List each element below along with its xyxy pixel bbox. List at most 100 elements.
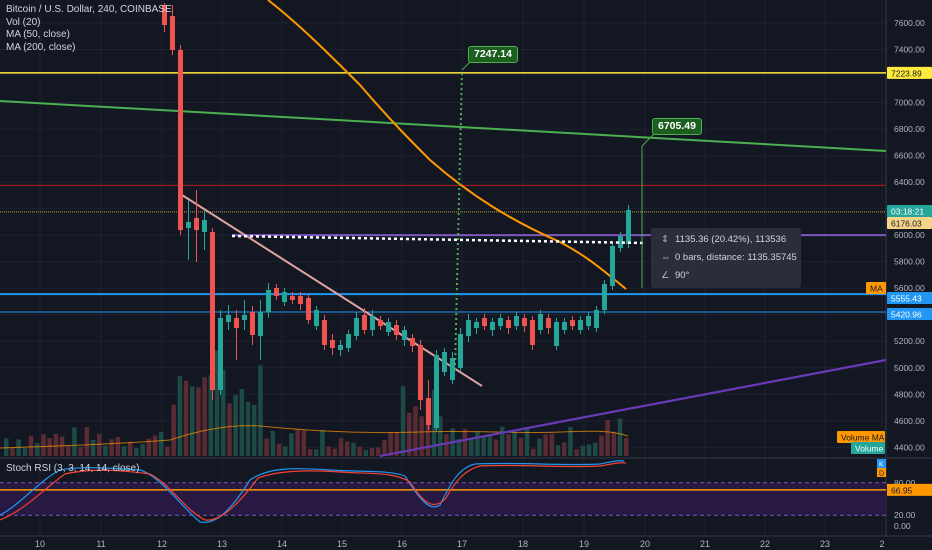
current-price-tag-bg xyxy=(887,217,932,229)
volume-bar xyxy=(90,439,96,456)
volume-bar xyxy=(276,443,282,456)
candle-body xyxy=(498,318,503,326)
candle-body xyxy=(610,246,615,286)
volume-bar xyxy=(28,435,34,456)
high-price-callout: 7247.14 xyxy=(468,46,518,63)
volume-bar xyxy=(568,426,573,456)
stoch-rsi-label[interactable]: Stoch RSI (3, 3, 14, 14, close) xyxy=(6,463,140,474)
volume-tag: Volume xyxy=(855,444,884,454)
stoch-d-line xyxy=(0,462,627,521)
candle-body xyxy=(290,296,295,300)
measure-bars: 0 bars, distance: 1135.35745 xyxy=(675,252,797,263)
volume-bar xyxy=(487,434,493,456)
volume-bar xyxy=(171,404,176,456)
countdown-tag-bg xyxy=(887,205,932,217)
volume-bar xyxy=(574,449,579,456)
candle-body xyxy=(202,220,207,232)
candle-body xyxy=(554,322,559,346)
time-axis-label: 13 xyxy=(217,539,227,549)
blue-line-price-tag: 5555.43 xyxy=(891,294,922,304)
candle-body xyxy=(330,340,335,348)
volume-bar xyxy=(190,386,195,456)
time-axis-label: 23 xyxy=(820,539,830,549)
stoch-axis-label: 0.00 xyxy=(894,521,911,531)
stoch-k-tag: K xyxy=(879,462,884,469)
volume-bar xyxy=(462,428,468,456)
candle-body xyxy=(418,345,423,400)
candle-body xyxy=(338,345,343,350)
volume-bar xyxy=(338,438,344,456)
price-axis-label: 6000.00 xyxy=(894,230,925,240)
volume-bar xyxy=(159,431,164,456)
ma50-line xyxy=(267,0,627,290)
volume-bar xyxy=(35,443,40,456)
candle-body xyxy=(546,318,551,328)
volume-bar xyxy=(388,431,393,456)
candle-body xyxy=(274,288,279,296)
volume-bar xyxy=(475,431,480,456)
volume-bar xyxy=(47,438,52,456)
candle-body xyxy=(626,210,631,244)
volume-bar xyxy=(196,387,201,456)
yellow-line-price-tag-bg xyxy=(887,66,932,79)
volume-bar xyxy=(97,433,102,456)
volume-bar xyxy=(599,435,604,456)
measure-vertical-line xyxy=(454,69,463,371)
callout-pointer xyxy=(641,133,655,147)
volume-bar xyxy=(84,427,90,456)
time-axis-label: 18 xyxy=(518,539,528,549)
candle-body xyxy=(170,16,175,50)
volume-bar xyxy=(264,438,269,456)
candle-body xyxy=(194,218,199,230)
candle-body xyxy=(266,290,271,312)
volume-bar xyxy=(214,350,220,456)
time-axis-label: 22 xyxy=(760,539,770,549)
stoch-value-tag-bg xyxy=(887,483,932,496)
blue-line2-price-tag: 5420.96 xyxy=(891,310,922,320)
volume-bar xyxy=(66,445,71,456)
volume-bar xyxy=(376,447,381,456)
volume-bar xyxy=(413,406,418,456)
volume-bar xyxy=(444,434,449,456)
volume-bar xyxy=(611,431,617,456)
blue-line-price-tag-bg xyxy=(887,292,932,304)
volume-bar xyxy=(345,441,350,456)
blue-line2-price-tag-bg xyxy=(887,308,932,320)
candle-body xyxy=(434,355,439,428)
price-axis-label: 6600.00 xyxy=(894,151,925,161)
time-axis-label: 10 xyxy=(35,539,45,549)
measure-change: 1135.36 (20.42%), 113536 xyxy=(675,234,787,245)
candle-body xyxy=(218,318,223,390)
candle-body xyxy=(322,320,327,345)
volume-bar xyxy=(326,446,331,456)
volume-bar xyxy=(10,447,15,456)
time-axis-label: 21 xyxy=(700,539,710,549)
volume-bar xyxy=(456,438,462,456)
callout-pointer xyxy=(461,61,471,71)
vol-indicator-label[interactable]: Vol (20) xyxy=(6,16,41,28)
volume-bar xyxy=(332,448,338,456)
volume-bar xyxy=(72,427,77,456)
candle-body xyxy=(378,320,383,326)
volume-bar xyxy=(239,388,245,456)
candle-body xyxy=(162,5,167,25)
time-axis-label: 11 xyxy=(96,539,105,549)
candle-body xyxy=(242,315,247,320)
volume-bar xyxy=(407,412,412,456)
volume-bar xyxy=(624,437,629,456)
volume-bar xyxy=(4,438,9,456)
candle-body xyxy=(594,310,599,328)
candle-body xyxy=(490,322,495,330)
volume-bar xyxy=(121,446,127,456)
candle-body xyxy=(410,338,415,346)
price-axis-label: 6800.00 xyxy=(894,124,925,134)
price-range-icon: ⇕ xyxy=(661,234,669,245)
time-axis-label: 14 xyxy=(277,539,287,549)
volume-bar xyxy=(22,448,28,456)
ma200-indicator-label[interactable]: MA (200, close) xyxy=(6,41,76,53)
ma50-indicator-label[interactable]: MA (50, close) xyxy=(6,29,70,40)
volume-bar xyxy=(357,446,362,456)
volume-bar xyxy=(103,445,108,456)
candle-body xyxy=(482,318,487,326)
